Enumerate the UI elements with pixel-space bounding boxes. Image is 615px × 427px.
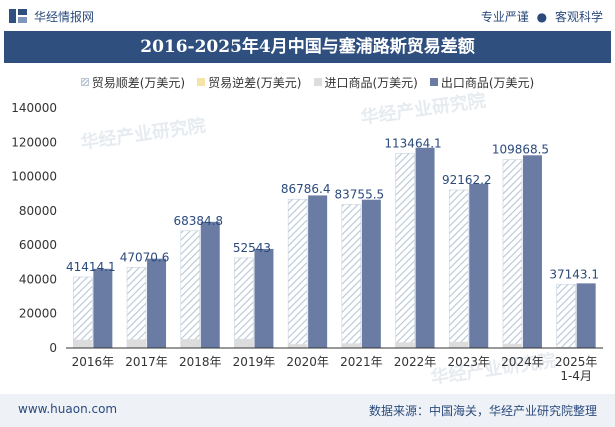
- x-tick-label: 2017年: [125, 355, 168, 369]
- x-tick-label: 2025年: [555, 355, 598, 369]
- legend-label-import: 进口商品(万美元): [324, 75, 418, 90]
- x-tick-label: 2018年: [179, 355, 222, 369]
- bar-export: [522, 155, 542, 348]
- x-tick-label: 2022年: [394, 355, 437, 369]
- bar-export: [415, 147, 435, 348]
- footer-source: 数据来源：中国海关，华经产业研究院整理: [368, 404, 597, 418]
- data-label-surplus: 41414.1: [66, 260, 116, 274]
- data-label-surplus: 68384.8: [173, 214, 223, 228]
- legend-swatch-import: [313, 78, 322, 86]
- data-label-surplus: 92162.2: [442, 173, 492, 187]
- slogan: 专业严谨 ● 客观科学: [481, 8, 603, 25]
- bar-import: [288, 344, 308, 348]
- bar-export: [254, 248, 274, 348]
- data-label-surplus: 83755.5: [335, 187, 385, 201]
- bar-chart: 020000400006000080000100000120000140000 …: [11, 101, 603, 383]
- bar-trade-surplus: [287, 198, 308, 349]
- bar-import: [449, 341, 469, 348]
- data-label-surplus: 86786.4: [281, 182, 331, 196]
- y-tick-label: 120000: [11, 135, 57, 149]
- x-axis: 2016年 2017年 2018年 2019年 2020年 2021年 2022年 2023年…: [66, 347, 603, 383]
- bar-trade-surplus: [341, 204, 362, 349]
- legend-swatch-deficit: [197, 78, 206, 86]
- x-tick-label: 2020年: [286, 355, 329, 369]
- bar-export: [147, 258, 167, 348]
- data-label-surplus: 113464.1: [384, 136, 441, 150]
- bar-trade-surplus: [448, 189, 469, 349]
- bar-export: [576, 283, 596, 348]
- y-tick-label: 80000: [19, 204, 57, 218]
- y-tick-label: 20000: [19, 307, 57, 321]
- slogan-right: 客观科学: [554, 10, 603, 24]
- bar-import: [234, 338, 254, 348]
- x-tick-label: 2024年: [501, 355, 544, 369]
- legend-label-deficit: 贸易逆差(万美元): [208, 75, 302, 90]
- bar-import: [73, 339, 93, 348]
- y-tick-label: 100000: [11, 170, 57, 184]
- chart-legend: 贸易顺差(万美元) 贸易逆差(万美元) 进口商品(万美元) 出口商品(万美元): [0, 72, 615, 92]
- huajing-logo-icon: [9, 9, 27, 23]
- legend-label-export: 出口商品(万美元): [440, 75, 535, 90]
- bar-import: [502, 343, 522, 348]
- bar-trade-surplus: [556, 284, 576, 349]
- bar-import: [127, 339, 147, 348]
- bar-trade-surplus: [180, 230, 201, 349]
- bar-export: [200, 221, 220, 348]
- slogan-left: 专业严谨: [480, 10, 529, 24]
- chart-title: 2016-2025年4月中国与塞浦路斯贸易差额: [4, 31, 611, 63]
- bar-trade-surplus: [73, 276, 93, 349]
- data-label-surplus: 47070.6: [120, 250, 170, 264]
- bars: 41414.1 47070.6 68384.8 52543 86786.4 83755.5…: [66, 136, 599, 349]
- y-tick-label: 40000: [19, 272, 57, 286]
- y-tick-label: 60000: [19, 238, 57, 252]
- data-label-surplus: 109868.5: [492, 143, 549, 157]
- legend-item-surplus: 贸易顺差(万美元): [80, 72, 186, 92]
- bar-export: [361, 199, 381, 348]
- top-bar: 华经情报网 专业严谨 ● 客观科学: [0, 0, 615, 32]
- bar-export: [469, 183, 489, 348]
- bar-import: [341, 343, 361, 348]
- bar-import: [556, 346, 576, 348]
- x-tick-label: 1-4月: [560, 369, 592, 383]
- data-label-surplus: 37143.1: [549, 267, 599, 281]
- x-tick-label: 2021年: [340, 355, 383, 369]
- x-tick-label: 2016年: [72, 355, 115, 369]
- y-tick-label: 0: [49, 341, 57, 355]
- data-label-surplus: 52543: [233, 241, 271, 255]
- legend-swatch-export: [429, 78, 438, 86]
- bar-export: [93, 268, 113, 348]
- bar-trade-surplus: [502, 159, 523, 349]
- legend-label-surplus: 贸易顺差(万美元): [91, 75, 186, 90]
- x-tick-label: 2019年: [233, 355, 276, 369]
- bar-export: [308, 195, 328, 348]
- bar-trade-surplus: [395, 153, 415, 349]
- bar-trade-surplus: [234, 257, 254, 349]
- y-axis: 0 20000 40000 60000 80000 100000 120000 140000: [11, 101, 57, 355]
- legend-item-deficit: 贸易逆差(万美元): [197, 72, 302, 92]
- legend-item-export: 出口商品(万美元): [429, 72, 535, 92]
- x-tick-label: 2023年: [447, 355, 490, 369]
- bar-trade-surplus: [126, 267, 147, 349]
- legend-item-import: 进口商品(万美元): [313, 72, 418, 92]
- brand-name: 华经情报网: [34, 10, 95, 24]
- slogan-dot: ●: [536, 10, 548, 24]
- footer: www.huaon.com 数据来源：中国海关，华经产业研究院整理: [0, 394, 615, 427]
- bar-import: [395, 342, 415, 348]
- bar-import: [180, 339, 200, 348]
- y-tick-label: 140000: [11, 101, 57, 115]
- legend-swatch-surplus: [80, 78, 89, 86]
- footer-site-link[interactable]: www.huaon.com: [18, 402, 118, 416]
